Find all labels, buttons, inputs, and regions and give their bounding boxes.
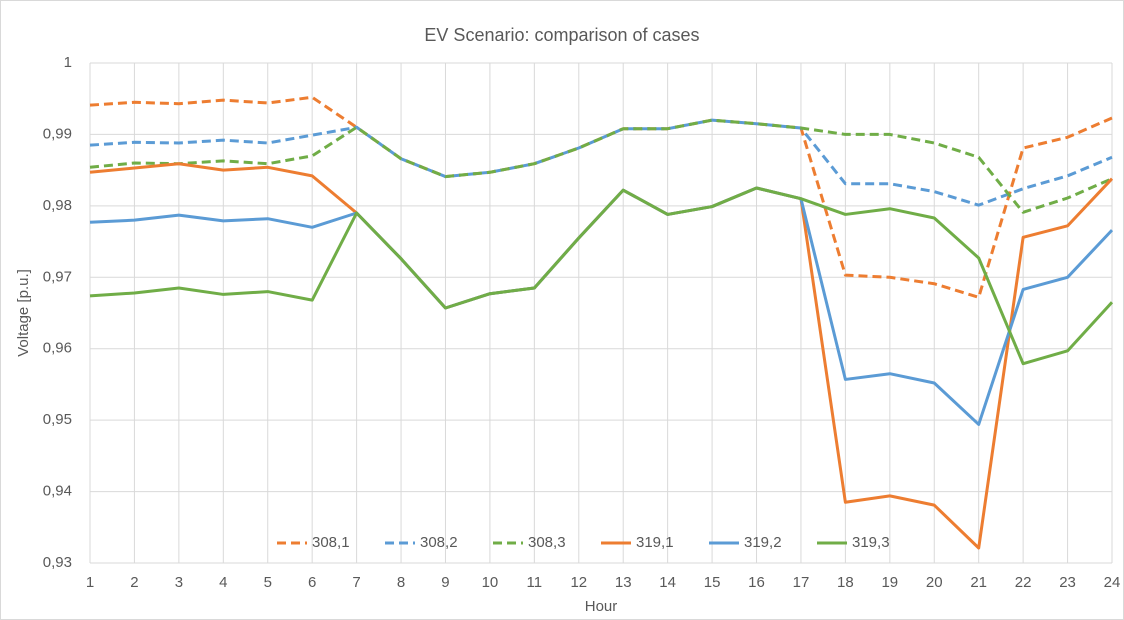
x-tick-label: 5 (264, 574, 272, 591)
x-tick-label: 18 (837, 574, 854, 591)
series-line (89, 118, 1113, 214)
x-tick-label: 24 (1104, 574, 1121, 591)
legend-label: 308,3 (528, 534, 566, 551)
x-tick-label: 12 (570, 574, 587, 591)
y-tick-label: 0,96 (43, 340, 72, 357)
x-tick-label: 22 (1015, 574, 1032, 591)
series-line (89, 118, 1113, 207)
x-tick-label: 1 (86, 574, 94, 591)
x-tick-label: 15 (704, 574, 721, 591)
x-tick-label: 14 (659, 574, 676, 591)
legend-label: 308,1 (312, 534, 350, 551)
x-tick-label: 3 (175, 574, 183, 591)
series-line (89, 186, 1114, 366)
legend-label: 319,1 (636, 534, 674, 551)
x-tick-label: 2 (130, 574, 138, 591)
y-tick-label: 1 (64, 54, 72, 71)
x-tick-label: 11 (527, 574, 543, 591)
legend-label: 319,2 (744, 534, 782, 551)
y-axis-label: Voltage [p.u.] (15, 269, 32, 357)
x-tick-label: 7 (352, 574, 360, 591)
x-tick-label: 17 (793, 574, 810, 591)
x-tick-label: 20 (926, 574, 943, 591)
y-tick-label: 0,93 (43, 554, 72, 571)
y-tick-label: 0,98 (43, 197, 72, 214)
y-tick-label: 0,95 (43, 411, 72, 428)
y-tick-label: 0,97 (43, 268, 72, 285)
chart-title: EV Scenario: comparison of cases (424, 25, 699, 45)
x-tick-label: 9 (441, 574, 449, 591)
y-tick-label: 0,99 (43, 125, 72, 142)
x-tick-label: 23 (1059, 574, 1076, 591)
y-tick-label: 0,94 (43, 483, 72, 500)
x-tick-label: 16 (748, 574, 765, 591)
x-tick-label: 6 (308, 574, 316, 591)
x-tick-label: 4 (219, 574, 227, 591)
x-tick-label: 8 (397, 574, 405, 591)
x-tick-label: 13 (615, 574, 632, 591)
x-axis-label: Hour (585, 598, 618, 615)
legend-label: 319,3 (852, 534, 890, 551)
x-tick-label: 10 (482, 574, 499, 591)
legend-label: 308,2 (420, 534, 458, 551)
x-tick-label: 19 (881, 574, 898, 591)
x-tick-label: 21 (970, 574, 987, 591)
